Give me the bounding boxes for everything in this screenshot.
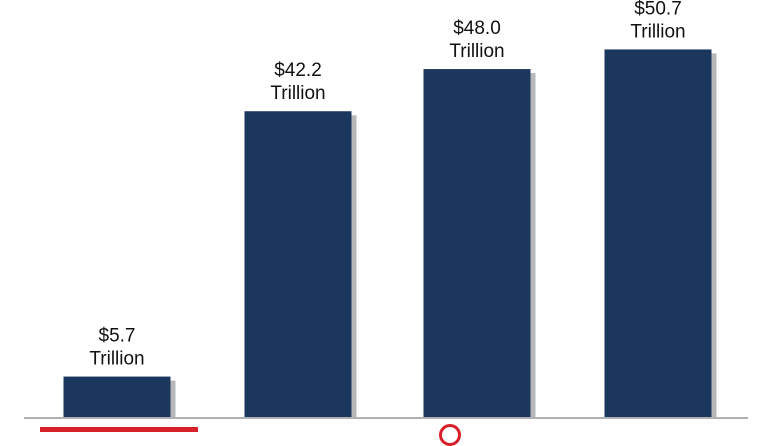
bar-1 xyxy=(63,376,171,418)
data-label-unit: Trillion xyxy=(630,21,685,42)
bar-3 xyxy=(423,69,531,419)
data-label-unit: Trillion xyxy=(270,83,325,104)
data-label-unit: Trillion xyxy=(89,349,144,370)
bar-2 xyxy=(244,111,352,418)
data-label-unit: Trillion xyxy=(449,41,504,62)
bar-chart: $5.7Trillion$42.2Trillion$48.0Trillion$5… xyxy=(24,0,748,419)
data-label-amount: $50.7 xyxy=(634,0,682,19)
data-label-amount: $42.2 xyxy=(274,60,322,81)
bar-4 xyxy=(604,49,712,418)
data-label-amount: $48.0 xyxy=(453,18,501,39)
footer-red-stripe xyxy=(40,427,198,432)
footer-logo-icon xyxy=(439,424,461,446)
data-label-amount: $5.7 xyxy=(99,326,136,347)
